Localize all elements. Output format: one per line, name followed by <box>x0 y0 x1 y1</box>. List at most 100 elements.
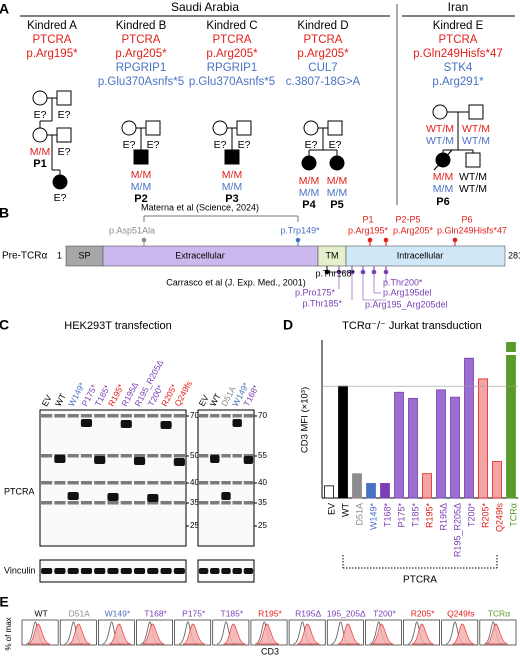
genotype: WT/M <box>462 135 490 147</box>
variant-line: CUL7 <box>308 62 337 74</box>
band <box>147 501 159 505</box>
pedigree-male <box>465 152 481 168</box>
residue-start: 1 <box>57 250 62 260</box>
x-tick-label: R195_R205Δ <box>452 503 462 557</box>
genotype: E? <box>329 139 342 151</box>
band <box>94 568 106 574</box>
genotype: M/M <box>327 187 347 199</box>
pedigree-male <box>468 104 484 120</box>
band <box>107 501 119 505</box>
sample-label: W149* <box>105 608 131 618</box>
region: Saudi Arabia <box>171 0 239 14</box>
genotype: E? <box>54 192 67 204</box>
lollipop-head <box>367 237 373 243</box>
band <box>67 501 79 505</box>
band <box>94 456 106 464</box>
band <box>80 454 93 458</box>
band <box>210 414 220 418</box>
bar <box>352 473 362 499</box>
band <box>210 568 220 574</box>
band <box>67 492 79 500</box>
band <box>147 568 159 574</box>
domain-label: TM <box>326 250 339 260</box>
sample-label: TCRα <box>488 608 510 618</box>
genotype: WT/M <box>426 135 454 147</box>
bar <box>422 473 432 499</box>
pedigree-female <box>303 120 319 136</box>
x-tick-label: D51A <box>354 503 364 526</box>
band <box>232 568 242 574</box>
x-tick-label: R195Δ <box>438 503 448 531</box>
band <box>133 501 146 505</box>
histogram-sample <box>411 623 434 645</box>
x-tick-label: WT <box>340 503 350 517</box>
genotype: M/M <box>327 175 347 187</box>
histogram-sample <box>485 623 508 645</box>
x-tick-label: Q249fs <box>494 503 504 533</box>
pedigree-male <box>236 120 252 136</box>
variant-line: p.Arg205* <box>297 48 349 60</box>
band <box>221 481 231 485</box>
band <box>221 492 231 500</box>
variant: p.Asp51Ala <box>109 225 155 235</box>
bar <box>380 483 390 499</box>
x-tick-label: R205* <box>480 503 490 529</box>
band <box>221 568 231 574</box>
band <box>67 568 79 574</box>
x-tick-label: TCRα <box>508 503 518 527</box>
band <box>243 414 254 418</box>
bar <box>394 391 404 499</box>
bar <box>324 485 334 499</box>
marker-label: 50 <box>190 451 199 460</box>
pedigree-male <box>56 127 72 143</box>
x-tick-label: R195* <box>424 503 434 529</box>
band <box>198 454 209 458</box>
band <box>120 454 132 458</box>
bar <box>506 342 516 499</box>
lollipop-head <box>141 237 147 243</box>
kindred-title: Kindred A <box>27 20 77 32</box>
variant: p.Arg195* <box>348 225 389 235</box>
variant-line: p.Arg205* <box>206 48 258 60</box>
variant-line: p.Arg195* <box>26 48 78 60</box>
sample-label: T185* <box>221 608 244 618</box>
bar <box>450 396 460 499</box>
band <box>120 420 132 428</box>
domain-label: Intracellular <box>397 250 444 260</box>
band <box>147 481 159 485</box>
citation: Carrasco et al (J. Exp. Med., 2001) <box>166 277 306 287</box>
band <box>67 454 79 458</box>
patient-id: P5 <box>330 199 343 211</box>
bar <box>408 397 418 499</box>
band <box>41 481 53 485</box>
marker-label: 35 <box>258 498 267 507</box>
variant-line: p.Glu370Asnfs*5 <box>98 76 184 88</box>
band <box>243 501 254 505</box>
sample-label: R205* <box>411 608 435 618</box>
bar <box>478 378 488 499</box>
band <box>41 568 53 574</box>
variant: p.Arg195del <box>383 287 432 297</box>
pedigree-female <box>121 120 137 136</box>
genotype: WT/M <box>462 123 490 135</box>
variant: p.Thr168* <box>315 268 355 278</box>
band <box>54 568 66 574</box>
histogram-sample <box>223 623 246 645</box>
variant-line: PTCRA <box>33 34 72 46</box>
marker-label: 25 <box>190 521 199 530</box>
histogram-sample <box>256 623 280 645</box>
genotype: WT/M <box>459 171 487 183</box>
protein-name: Pre-TCRα <box>2 251 47 262</box>
lane-label: WT <box>53 392 68 408</box>
lollipop-head <box>383 237 389 243</box>
genotype: M/M <box>299 175 319 187</box>
band <box>120 501 132 505</box>
residue-end: 281 <box>508 250 520 260</box>
variant-line: PTCRA <box>439 34 478 46</box>
band <box>80 501 93 505</box>
region: Iran <box>448 0 469 14</box>
variant: p.Thr200* <box>383 277 423 287</box>
genotype: E? <box>58 146 71 158</box>
lollipop-head <box>295 237 301 243</box>
